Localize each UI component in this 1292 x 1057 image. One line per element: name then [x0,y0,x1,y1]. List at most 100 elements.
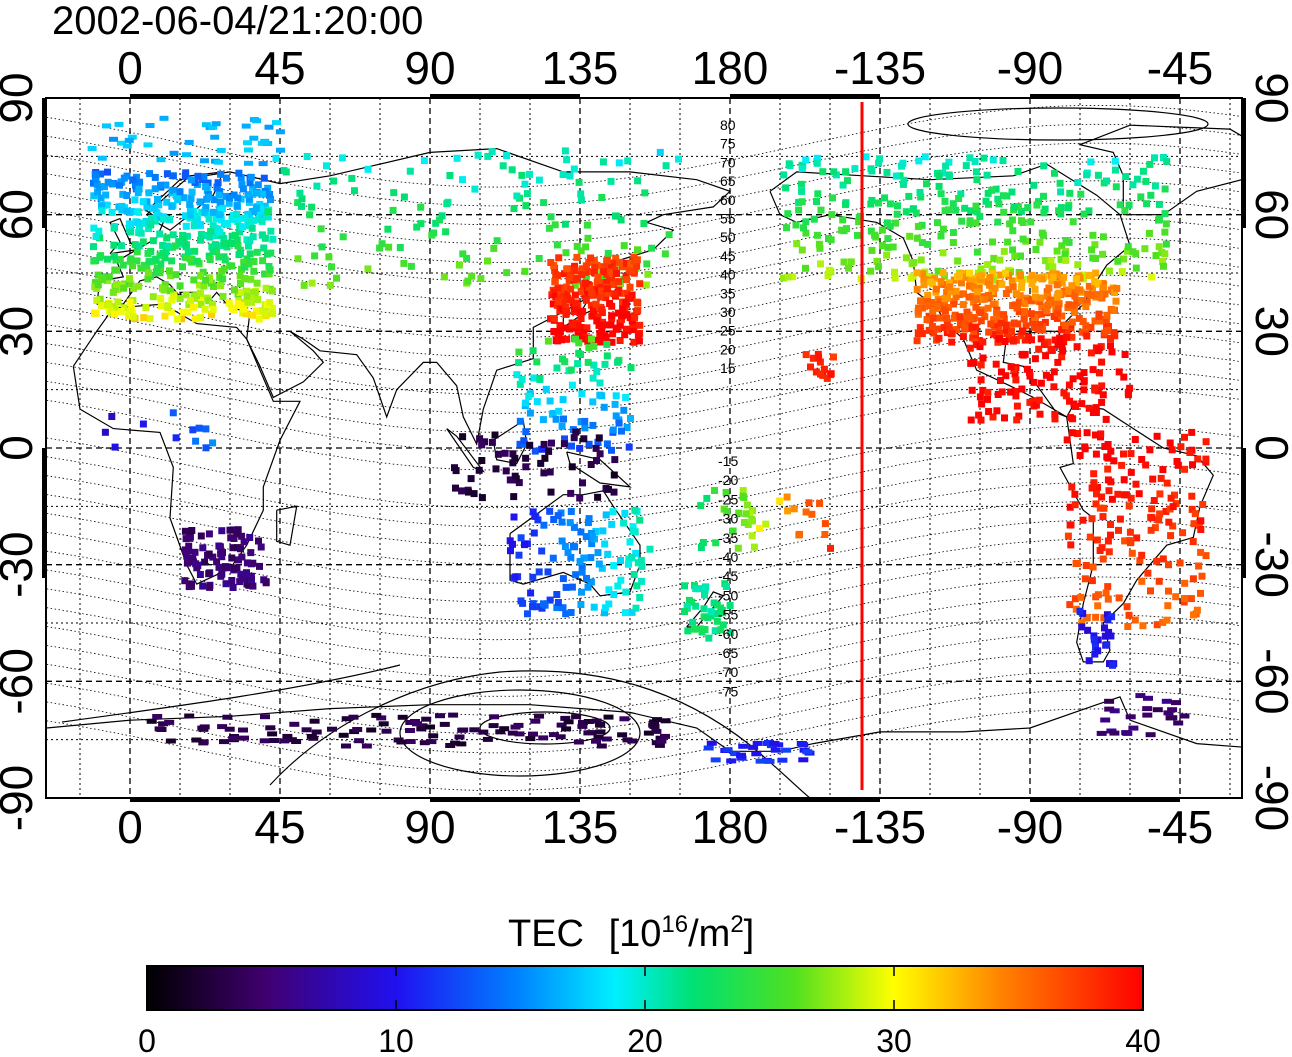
tec-point [250,267,258,275]
tec-point [1034,274,1042,282]
tec-point [197,221,204,229]
tec-point [1146,446,1154,454]
tec-point [1126,528,1134,536]
tec-point [892,219,899,227]
tec-point [578,588,585,596]
tec-point [1188,505,1196,513]
tec-point [665,231,673,239]
tec-point [559,575,567,583]
tec-point [913,234,921,242]
tec-point [559,171,567,178]
tec-point [867,227,875,235]
tec-point [178,315,186,323]
tec-point [470,490,478,498]
tec-point [215,542,223,550]
tec-point [1104,616,1112,624]
tec-point [1127,539,1134,547]
tec-point [1081,445,1089,453]
tec-point [654,742,665,748]
tec-point [249,559,257,567]
tec-point [900,176,908,184]
tec-point [976,309,984,317]
tec-point [264,124,274,130]
tec-point [1109,661,1116,669]
tec-point [1164,602,1172,610]
tec-point [157,181,164,189]
tec-point [179,308,187,316]
tec-point [228,735,239,741]
tec-point [600,268,608,276]
tec-point [156,269,164,277]
tec-point [594,549,602,557]
tec-point [348,174,356,182]
tec-point [596,391,604,399]
tec-point [1037,335,1045,343]
tec-point [975,411,983,419]
tec-point [87,146,97,151]
tec-point [151,173,159,181]
tec-point [997,319,1005,327]
tec-point [582,533,590,541]
tec-point [499,162,507,170]
tec-point [714,610,722,618]
tec-point [1083,298,1091,306]
tec-point [514,731,525,737]
tec-point [632,549,640,557]
tec-point [958,217,966,225]
tec-point [816,499,824,507]
tec-point [934,302,941,310]
tec-point [684,627,692,635]
tec-point [468,272,476,280]
tec-point [1017,252,1024,260]
tec-point [1094,387,1102,395]
tec-point [1084,290,1092,298]
tec-point [154,726,165,732]
tec-point [593,368,601,375]
tec-point [967,416,975,424]
tec-point [1098,493,1106,501]
tec-point [313,182,321,190]
left-latitude-axis: 9060300-30-60-90 [0,72,42,831]
tec-point [579,479,586,487]
tec-point [808,510,816,518]
tec-point [124,137,134,143]
tec-point [881,194,889,202]
tec-point [953,326,961,333]
lon-tick-label: 90 [404,42,455,94]
tec-point [1083,429,1091,437]
tec-point [726,602,734,609]
tec-point [534,713,544,719]
tec-point [1024,204,1032,212]
tec-point [157,295,165,302]
tec-point [797,180,805,188]
tec-point [594,287,602,295]
tec-point [798,757,809,763]
tec-point [681,608,688,615]
tec-point [1087,323,1095,331]
tec-point [1015,412,1023,420]
tec-point [573,253,581,261]
tec-point [139,238,147,246]
tec-point [102,123,111,129]
tec-point [1072,281,1080,289]
tec-point [582,273,590,281]
tec-point [206,583,214,591]
tec-point [955,195,963,202]
tec-point [1100,717,1111,723]
tec-point [560,415,567,423]
tec-point [1017,284,1025,292]
tec-point [196,571,204,578]
tec-point [1128,549,1136,557]
tec-point [1179,713,1190,719]
tec-point [1121,351,1129,358]
tec-point [126,298,134,306]
tec-point [225,199,233,207]
tec-point [208,300,216,308]
tec-point [118,206,126,214]
tec-point [247,549,255,557]
tec-point [1107,521,1114,528]
tec-point [510,205,518,212]
tec-point [1107,447,1115,455]
tec-point [809,354,817,362]
tec-point [1151,524,1159,532]
